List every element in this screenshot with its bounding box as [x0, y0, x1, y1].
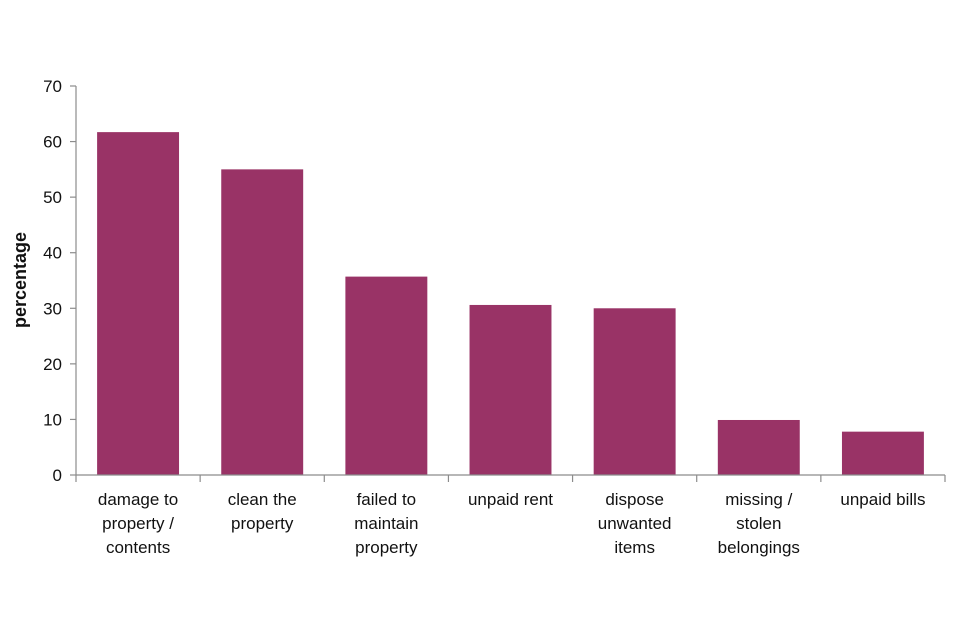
category-label-line: belongings	[718, 538, 800, 557]
category-label-line: contents	[106, 538, 170, 557]
bar	[717, 419, 800, 475]
category-label-line: property	[355, 538, 418, 557]
category-label: failed to maintain property	[354, 490, 418, 557]
category-label-line: damage to	[98, 490, 178, 509]
category-label-line: failed to	[357, 490, 417, 509]
y-tick-label: 50	[43, 188, 62, 207]
y-tick-label: 20	[43, 355, 62, 374]
category-label: unpaid rent	[468, 490, 553, 509]
y-axis-ticks: 0 10 20 30 40 50 60 70	[43, 77, 76, 485]
category-label-line: clean the	[228, 490, 297, 509]
y-tick-label: 0	[53, 466, 62, 485]
category-label-line: dispose	[605, 490, 664, 509]
category-label-line: property	[231, 514, 294, 533]
y-tick-label: 30	[43, 299, 62, 318]
bar	[841, 431, 924, 475]
bar	[221, 169, 304, 475]
category-label: dispose unwanted items	[598, 490, 672, 557]
category-label-line: unpaid bills	[840, 490, 925, 509]
bar	[593, 308, 676, 475]
category-label-line: unwanted	[598, 514, 672, 533]
y-tick-label: 40	[43, 244, 62, 263]
category-label-line: property /	[102, 514, 174, 533]
y-axis-title: percentage	[10, 232, 30, 328]
category-label-line: stolen	[736, 514, 781, 533]
category-label: unpaid bills	[840, 490, 925, 509]
category-label: missing / stolen belongings	[718, 490, 800, 557]
x-axis-labels: damage to property / contents clean the prop…	[75, 475, 946, 557]
bar	[469, 304, 552, 475]
category-label-line: unpaid rent	[468, 490, 553, 509]
category-label: clean the property	[228, 490, 297, 533]
y-tick-label: 60	[43, 133, 62, 152]
bar	[345, 276, 428, 475]
category-label-line: items	[614, 538, 655, 557]
category-label-line: maintain	[354, 514, 418, 533]
bar	[97, 132, 180, 476]
category-label-line: missing /	[725, 490, 792, 509]
bars	[97, 132, 924, 476]
y-tick-label: 70	[43, 77, 62, 96]
y-tick-label: 10	[43, 410, 62, 429]
category-label: damage to property / contents	[98, 490, 178, 557]
